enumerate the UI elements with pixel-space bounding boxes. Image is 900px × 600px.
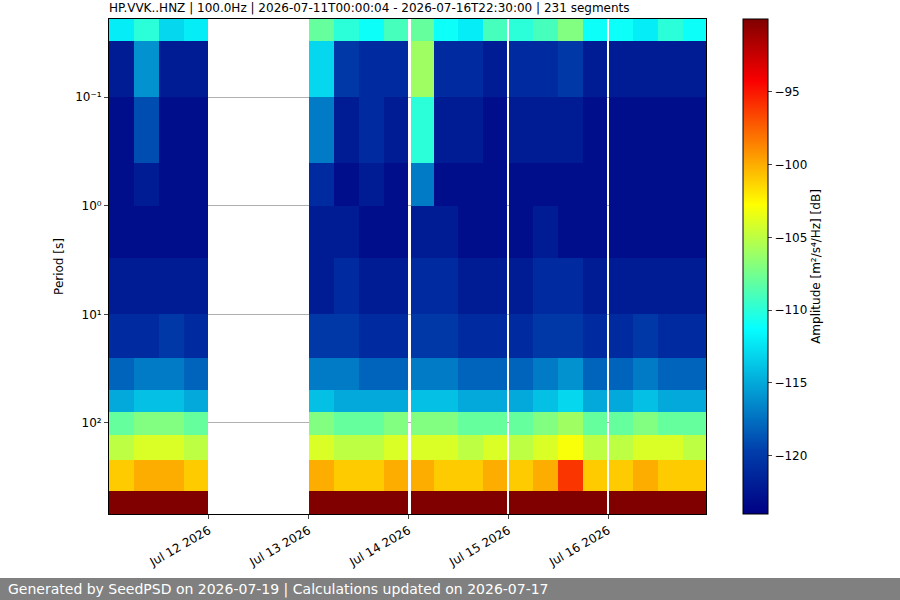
svg-text:Period [s]: Period [s] [52, 238, 66, 295]
svg-text:−120: −120 [774, 449, 807, 463]
svg-text:Jul 16 2026: Jul 16 2026 [546, 523, 613, 570]
svg-text:Jul 15 2026: Jul 15 2026 [446, 523, 513, 570]
svg-text:10¹: 10¹ [82, 308, 102, 322]
svg-text:−110: −110 [774, 303, 807, 317]
svg-text:−100: −100 [774, 158, 807, 172]
svg-text:Jul 12 2026: Jul 12 2026 [147, 523, 214, 570]
svg-text:HP.VVK..HNZ | 100.0Hz | 2026-0: HP.VVK..HNZ | 100.0Hz | 2026-07-11T00:00… [109, 1, 630, 15]
svg-text:−115: −115 [774, 376, 807, 390]
svg-text:Jul 13 2026: Jul 13 2026 [247, 523, 314, 570]
svg-text:Jul 14 2026: Jul 14 2026 [346, 523, 413, 570]
html-text:Generated by SeedPSD on 2026-0: Generated by SeedPSD on 2026-07-19 | Cal… [8, 581, 549, 597]
svg-text:Amplitude [m²/s⁴/Hz] [dB]: Amplitude [m²/s⁴/Hz] [dB] [809, 189, 823, 344]
svg-text:10⁻¹: 10⁻¹ [75, 90, 102, 104]
svg-text:−95: −95 [774, 85, 799, 99]
svg-text:−105: −105 [774, 231, 807, 245]
svg-text:10²: 10² [82, 416, 102, 430]
svg-text:10⁰: 10⁰ [82, 199, 102, 213]
